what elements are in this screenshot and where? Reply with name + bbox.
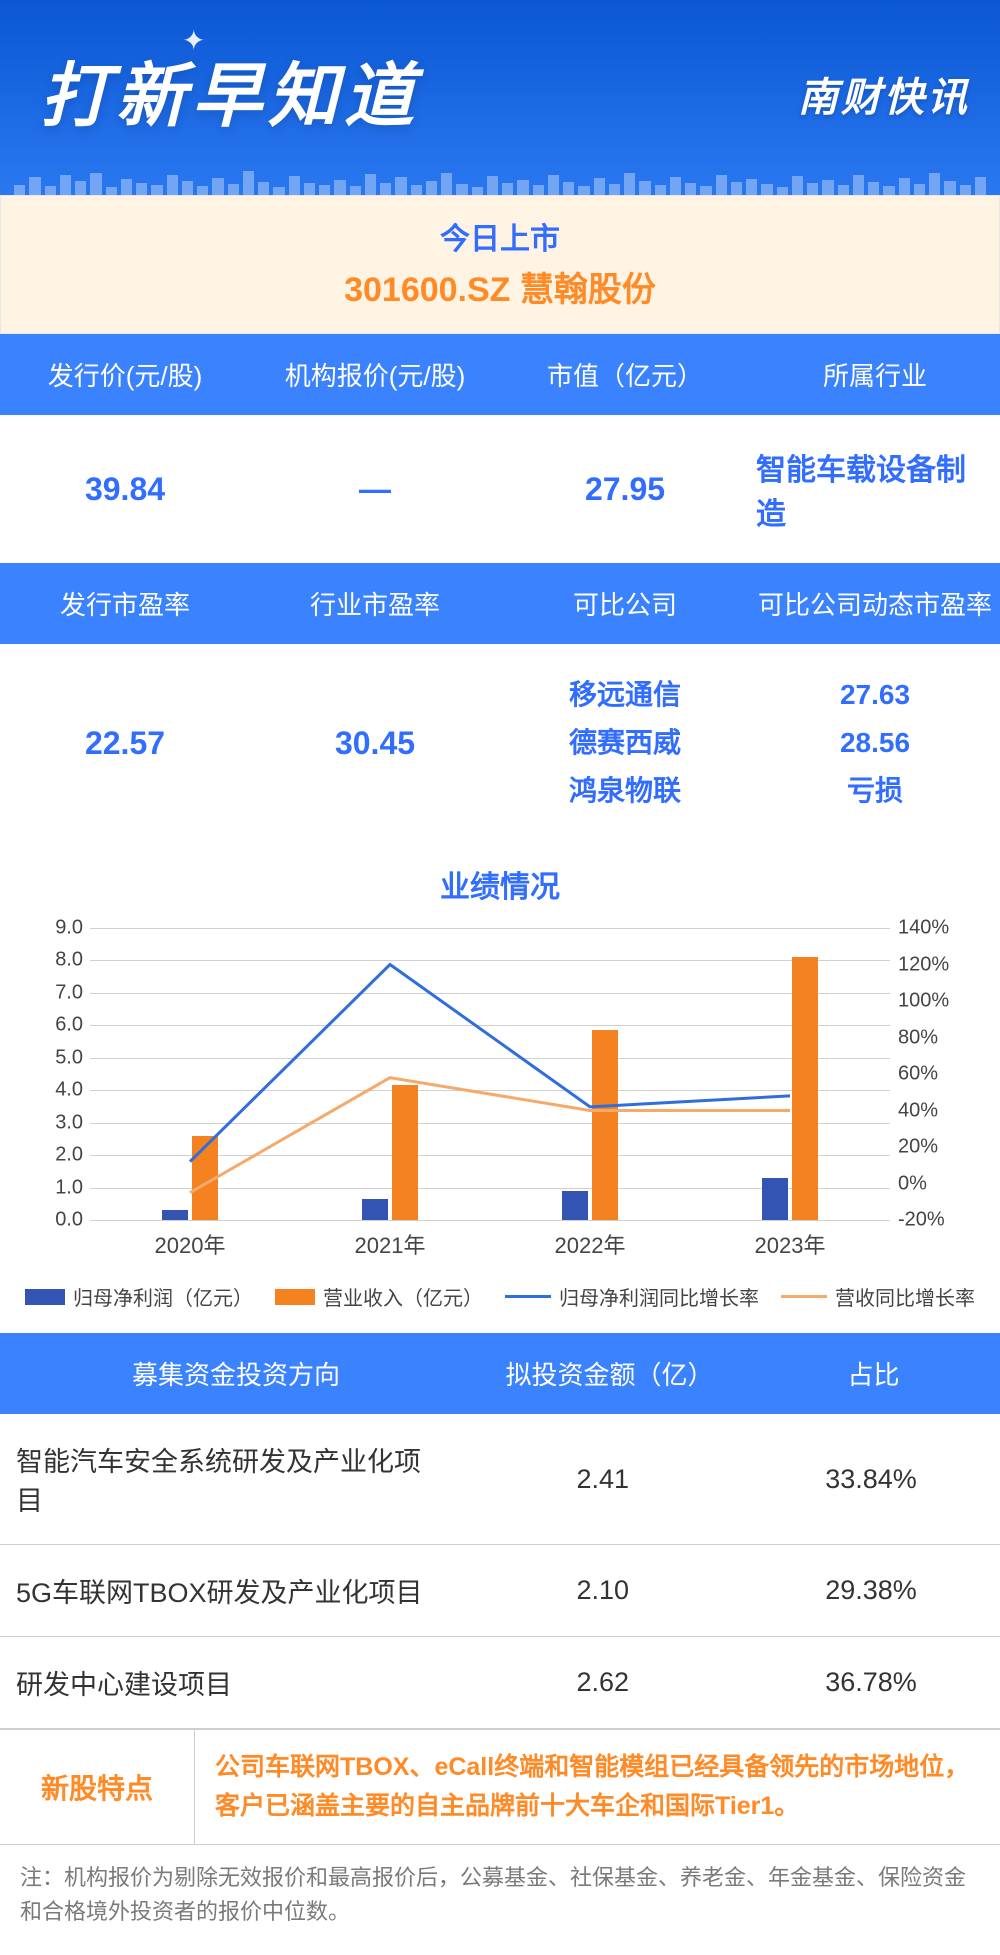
legend-swatch [25,1289,65,1305]
fund-amount: 2.41 [463,1414,742,1544]
performance-chart: 0.0 1.0 2.0 3.0 4.0 5.0 6.0 7.0 8.0 9.0 -20% 0% 20% 4… [0,914,1000,1274]
th: 可比公司动态市盈率 [750,563,1000,644]
footnote: 注：机构报价为剔除无效报价和最高报价后，公募基金、社保基金、养老金、年金基金、保… [0,1845,1000,1955]
y-right-tick: 80% [898,1026,968,1049]
y-left-tick: 2.0 [28,1144,83,1167]
y-right-tick: 100% [898,990,968,1013]
legend-item: 归母净利润同比增长率 [505,1282,759,1311]
y-right-tick: 40% [898,1099,968,1122]
stats-values-2: 22.57 30.45 移远通信 德赛西威 鸿泉物联 27.63 28.56 亏… [0,644,1000,842]
hero-title: 打新早知道 [40,40,420,141]
chart-title: 业绩情况 [0,842,1000,914]
y-right-tick: 120% [898,953,968,976]
funds-row: 研发中心建设项目2.6236.78% [0,1637,1000,1729]
fund-amount: 2.62 [463,1637,742,1728]
x-tick: 2021年 [355,1228,426,1260]
hero-equalizer [0,161,1000,195]
y-left-tick: 1.0 [28,1176,83,1199]
td: — [250,415,500,563]
legend-label: 归母净利润（亿元） [73,1282,253,1311]
y-left-tick: 0.0 [28,1209,83,1232]
fund-pct: 36.78% [742,1637,1000,1728]
td: 30.45 [250,644,500,842]
chart-plot: 0.01.02.03.04.05.06.07.08.09.0-20%0%20%4… [90,928,890,1220]
th: 所属行业 [750,334,1000,415]
td: 22.57 [0,644,250,842]
fund-name: 智能汽车安全系统研发及产业化项目 [0,1414,463,1544]
funds-header: 募集资金投资方向 拟投资金额（亿） 占比 [0,1333,1000,1414]
chart-legend: 归母净利润（亿元） 营业收入（亿元） 归母净利润同比增长率 营收同比增长率 [0,1274,1000,1333]
legend-swatch [275,1289,315,1305]
hero-brand: 南财快讯 [798,65,970,123]
fund-name: 研发中心建设项目 [0,1637,463,1728]
x-tick: 2023年 [755,1228,826,1260]
y-left-tick: 8.0 [28,949,83,972]
fund-amount: 2.10 [463,1545,742,1636]
td: 27.95 [500,415,750,563]
funds-row: 5G车联网TBOX研发及产业化项目2.1029.38% [0,1545,1000,1637]
th: 发行价(元/股) [0,334,250,415]
banner-line2: 301600.SZ 慧翰股份 [1,262,999,311]
banner-line1: 今日上市 [1,214,999,258]
y-right-tick: 140% [898,917,968,940]
th: 市值（亿元） [500,334,750,415]
funds-row: 智能汽车安全系统研发及产业化项目2.4133.84% [0,1414,1000,1545]
y-right-tick: 60% [898,1063,968,1086]
chart-line [190,965,790,1162]
y-left-tick: 5.0 [28,1046,83,1069]
td: 39.84 [0,415,250,563]
x-tick: 2022年 [555,1228,626,1260]
fund-pct: 33.84% [742,1414,1000,1544]
feature-text: 公司车联网TBOX、eCall终端和智能模组已经具备领先的市场地位，客户已涵盖主… [195,1730,1000,1844]
td-comparable-companies: 移远通信 德赛西威 鸿泉物联 [500,644,750,842]
listing-banner: 今日上市 301600.SZ 慧翰股份 [0,195,1000,334]
y-left-tick: 9.0 [28,917,83,940]
legend-item: 营收同比增长率 [781,1282,975,1311]
stats-header-1: 发行价(元/股) 机构报价(元/股) 市值（亿元） 所属行业 [0,334,1000,415]
th: 发行市盈率 [0,563,250,644]
x-tick: 2020年 [155,1228,226,1260]
td-comparable-pe: 27.63 28.56 亏损 [750,644,1000,842]
fund-pct: 29.38% [742,1545,1000,1636]
y-right-tick: 0% [898,1172,968,1195]
y-left-tick: 4.0 [28,1079,83,1102]
td: 智能车载设备制造 [750,415,1000,563]
hero-banner: ✦ 打新早知道 南财快讯 [0,0,1000,195]
stats-header-2: 发行市盈率 行业市盈率 可比公司 可比公司动态市盈率 [0,563,1000,644]
legend-label: 营收同比增长率 [835,1282,975,1311]
legend-label: 归母净利润同比增长率 [559,1282,759,1311]
legend-item: 归母净利润（亿元） [25,1282,253,1311]
funds-rows: 智能汽车安全系统研发及产业化项目2.4133.84%5G车联网TBOX研发及产业… [0,1414,1000,1729]
th: 占比 [747,1333,1000,1414]
page: ✦ 打新早知道 南财快讯 今日上市 301600.SZ 慧翰股份 发行价(元/股… [0,0,1000,1955]
y-right-tick: 20% [898,1136,968,1159]
legend-label: 营业收入（亿元） [323,1282,483,1311]
legend-item: 营业收入（亿元） [275,1282,483,1311]
y-left-tick: 3.0 [28,1111,83,1134]
y-left-tick: 7.0 [28,981,83,1004]
stock-feature: 新股特点 公司车联网TBOX、eCall终端和智能模组已经具备领先的市场地位，客… [0,1729,1000,1845]
th: 机构报价(元/股) [250,334,500,415]
th: 募集资金投资方向 [0,1333,472,1414]
y-right-tick: -20% [898,1209,968,1232]
fund-name: 5G车联网TBOX研发及产业化项目 [0,1545,463,1636]
legend-swatch [505,1295,551,1298]
th: 拟投资金额（亿） [472,1333,747,1414]
stats-values-1: 39.84 — 27.95 智能车载设备制造 [0,415,1000,563]
feature-label: 新股特点 [0,1730,195,1844]
th: 行业市盈率 [250,563,500,644]
legend-swatch [781,1295,827,1298]
y-left-tick: 6.0 [28,1014,83,1037]
th: 可比公司 [500,563,750,644]
chart-line [190,1078,790,1193]
